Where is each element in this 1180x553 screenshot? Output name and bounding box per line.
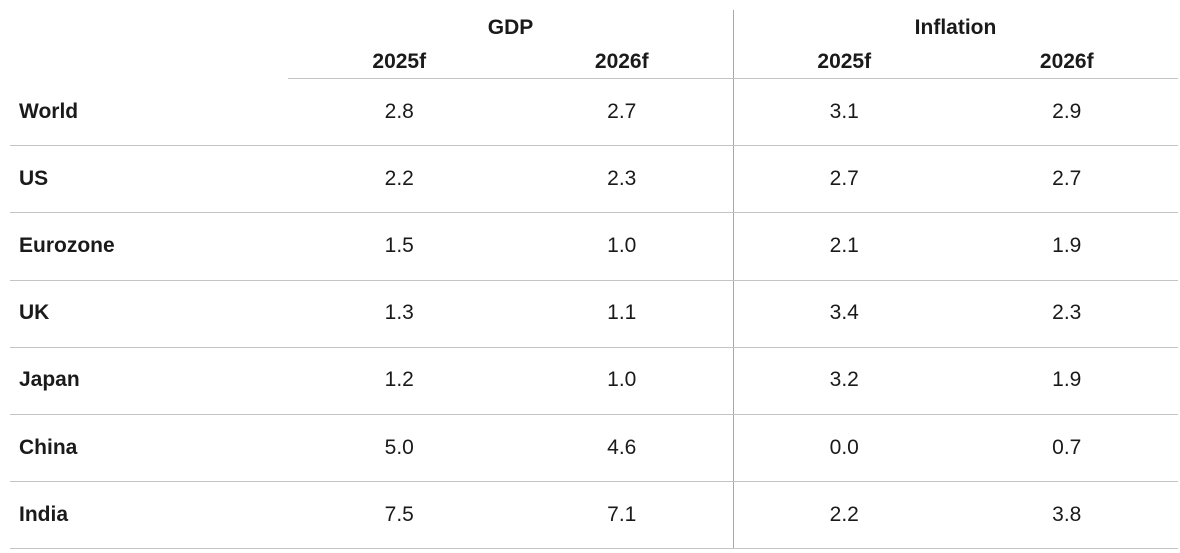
table-cell: 1.0 [607, 234, 637, 257]
table-cell: 1.5 [384, 234, 414, 257]
table-cell: 0.0 [829, 435, 859, 459]
column-header: 2026f [1039, 50, 1094, 73]
table-cell: 2.3 [1052, 301, 1082, 325]
table-cell: 1.1 [607, 301, 637, 325]
table-cell: 2.2 [384, 166, 414, 190]
table-cell: 1.3 [384, 301, 414, 325]
table-cell: 2.7 [829, 166, 859, 190]
table-cell: 7.1 [607, 502, 637, 526]
row-label: India [19, 502, 69, 526]
table-cell: 3.4 [829, 301, 859, 325]
header-rule [288, 78, 1178, 79]
group-divider [733, 10, 734, 548]
row-rule [10, 548, 1178, 550]
row-rule [10, 145, 1178, 147]
table-cell: 4.6 [607, 435, 637, 459]
table-cell: 2.1 [829, 234, 859, 257]
table-cell: 5.0 [384, 435, 414, 459]
column-header: 2026f [594, 50, 649, 73]
row-label: Japan [19, 368, 80, 392]
table-cell: 2.7 [607, 99, 637, 123]
table-cell: 0.7 [1052, 435, 1082, 459]
row-label: Eurozone [19, 234, 115, 257]
table-cell: 3.2 [829, 368, 859, 392]
table-cell: 2.3 [607, 166, 637, 190]
table-cell: 3.8 [1052, 502, 1082, 526]
table-cell: 2.7 [1052, 166, 1082, 190]
table-cell: 1.2 [384, 368, 414, 392]
column-header: 2025f [372, 50, 427, 73]
row-label: UK [19, 301, 50, 325]
table-cell: 1.0 [607, 368, 637, 392]
row-label: US [19, 166, 49, 190]
table-cell: 1.9 [1052, 368, 1082, 392]
row-rule [10, 414, 1178, 415]
row-rule [10, 212, 1178, 214]
row-label: China [19, 435, 78, 459]
table-cell: 2.8 [384, 99, 414, 123]
table-cell: 2.9 [1052, 99, 1082, 123]
table-cell: 3.1 [829, 99, 859, 123]
table-cell: 2.2 [829, 502, 859, 526]
row-label: World [19, 99, 79, 123]
column-header: 2025f [817, 50, 872, 73]
table-cell: 1.9 [1052, 234, 1082, 257]
group-header: GDP [487, 16, 534, 39]
group-header: Inflation [914, 16, 997, 39]
row-rule [10, 481, 1178, 483]
row-rule [10, 346, 1178, 348]
table-cell: 7.5 [384, 502, 414, 526]
row-rule [10, 279, 1178, 281]
